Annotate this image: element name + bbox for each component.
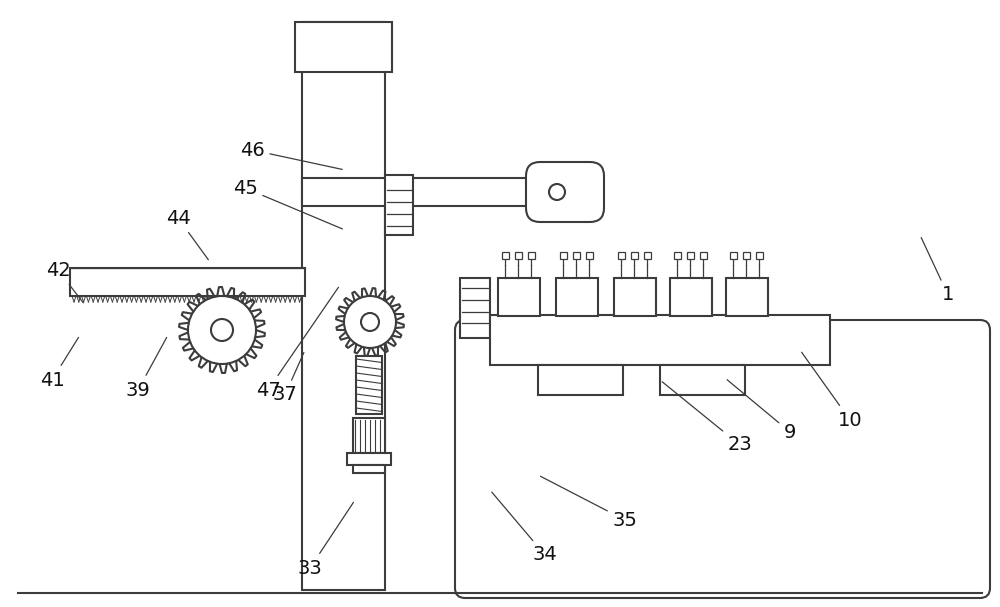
Text: 44: 44	[166, 208, 208, 260]
Bar	[385, 175, 413, 235]
Bar	[302, 178, 562, 206]
Bar	[353, 465, 385, 473]
Text: 45: 45	[233, 178, 342, 229]
Text: 37: 37	[273, 353, 304, 404]
Bar	[490, 315, 830, 365]
Bar	[573, 252, 580, 259]
Text: 34: 34	[492, 492, 557, 565]
Text: 10: 10	[802, 352, 862, 430]
Text: 35: 35	[540, 476, 637, 529]
Bar	[70, 268, 305, 296]
FancyBboxPatch shape	[526, 162, 604, 222]
Text: 1: 1	[921, 237, 954, 305]
Text: 46: 46	[240, 140, 342, 169]
Text: 33: 33	[298, 503, 353, 577]
Bar	[302, 22, 385, 590]
Bar	[347, 453, 391, 465]
Text: 47: 47	[256, 287, 338, 399]
Bar	[560, 252, 567, 259]
Text: 41: 41	[40, 337, 79, 390]
Bar	[502, 252, 509, 259]
Bar	[614, 278, 656, 316]
Bar	[644, 252, 651, 259]
Bar	[556, 278, 598, 316]
FancyBboxPatch shape	[455, 320, 990, 598]
Bar	[660, 365, 745, 395]
Bar	[743, 252, 750, 259]
Text: 39: 39	[126, 337, 167, 399]
Bar	[515, 252, 522, 259]
Bar	[528, 252, 535, 259]
Bar	[586, 252, 593, 259]
Bar	[498, 278, 540, 316]
Bar	[295, 22, 392, 72]
Text: 42: 42	[46, 260, 83, 303]
Circle shape	[344, 296, 396, 348]
Bar	[538, 365, 623, 395]
Bar	[670, 278, 712, 316]
Bar	[726, 278, 768, 316]
Bar	[730, 252, 737, 259]
Bar	[756, 252, 763, 259]
Bar	[353, 418, 385, 453]
Bar	[618, 252, 625, 259]
Bar	[460, 278, 490, 338]
Text: 23: 23	[662, 382, 752, 455]
Bar	[631, 252, 638, 259]
Bar	[687, 252, 694, 259]
Bar	[674, 252, 681, 259]
Text: 9: 9	[727, 380, 796, 441]
Bar	[700, 252, 707, 259]
Bar	[356, 356, 382, 414]
Circle shape	[188, 296, 256, 364]
